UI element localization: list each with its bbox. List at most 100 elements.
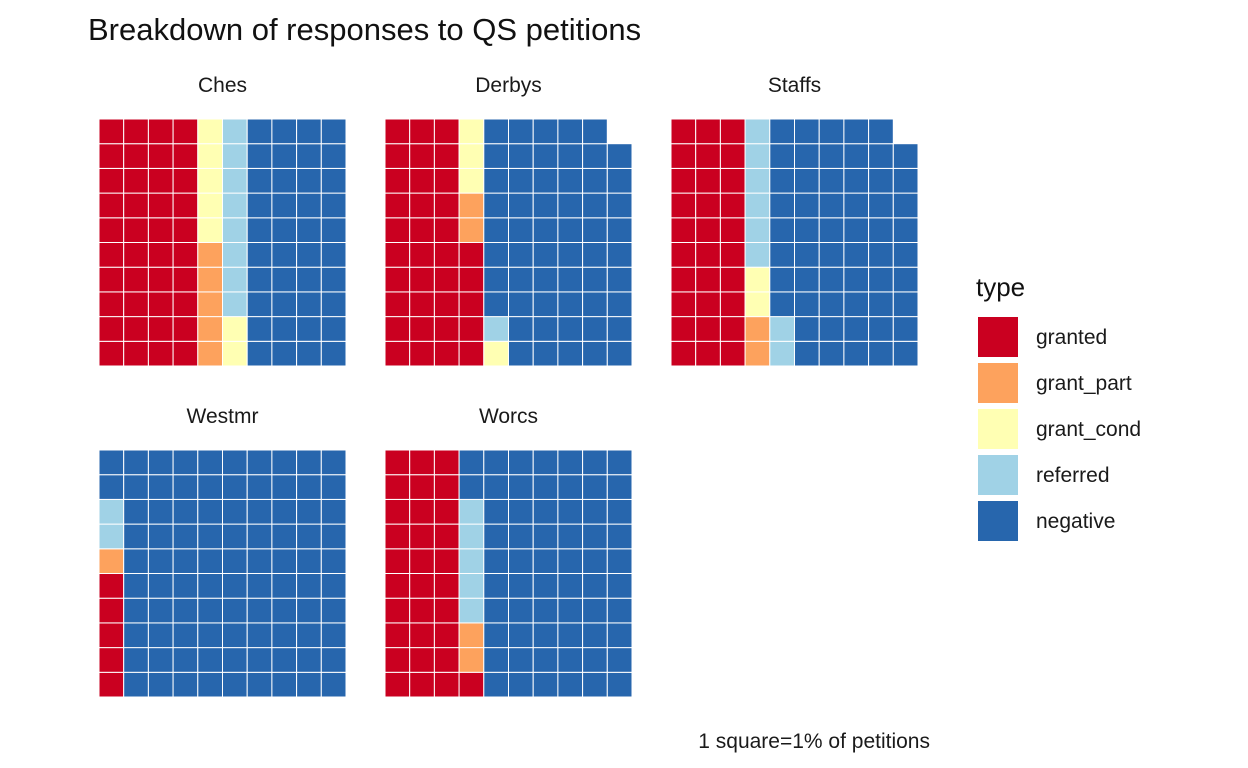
- waffle-square-granted: [172, 143, 199, 169]
- legend-label: negative: [1036, 510, 1115, 533]
- waffle-square-negative: [532, 167, 559, 194]
- waffle-square-granted: [719, 291, 746, 318]
- waffle-square-negative: [794, 340, 820, 367]
- legend-title: type: [976, 272, 1025, 302]
- waffle-square-granted: [123, 291, 149, 318]
- waffle-square-negative: [582, 474, 608, 500]
- waffle-square-negative: [557, 523, 584, 550]
- waffle-square-granted: [719, 242, 746, 268]
- panel-westmr: Westmr: [98, 405, 347, 698]
- waffle-square-granted: [719, 316, 746, 342]
- legend: type granted grant_part grant_cond referred…: [976, 272, 1141, 541]
- waffle-square-negative: [582, 266, 608, 293]
- waffle-square-negative: [483, 647, 509, 673]
- panel-title: Staffs: [768, 74, 821, 97]
- waffle-square-negative: [271, 118, 298, 145]
- waffle-square-negative: [794, 167, 820, 194]
- waffle-square-grant_part: [744, 340, 771, 367]
- waffle-square-negative: [246, 291, 273, 318]
- waffle-square-negative: [172, 548, 199, 574]
- waffle-square-granted: [433, 242, 460, 268]
- waffle-square-negative: [483, 167, 509, 194]
- waffle-square-grant_cond: [458, 167, 485, 194]
- waffle-square-granted: [670, 340, 697, 367]
- waffle-square-negative: [532, 573, 559, 599]
- waffle-square-granted: [409, 167, 435, 194]
- waffle-square-negative: [296, 143, 322, 169]
- waffle-square-negative: [271, 498, 298, 525]
- waffle-square-negative: [769, 192, 795, 219]
- waffle-square-granted: [409, 217, 435, 244]
- legend-items: granted grant_part grant_cond referred negat…: [978, 317, 1141, 541]
- waffle-square-negative: [508, 474, 534, 500]
- waffle-square-grant_part: [98, 548, 125, 574]
- waffle-square-negative: [557, 316, 584, 342]
- waffle-square-negative: [582, 573, 608, 599]
- waffle-square-negative: [769, 291, 795, 318]
- waffle-square-granted: [458, 671, 485, 698]
- waffle-square-granted: [433, 143, 460, 169]
- waffle-square-negative: [582, 291, 608, 318]
- waffle-square-granted: [409, 647, 435, 673]
- waffle-square-granted: [98, 291, 125, 318]
- waffle-square-negative: [320, 266, 347, 293]
- waffle-square-negative: [246, 647, 273, 673]
- legend-item-referred: referred: [978, 455, 1110, 495]
- waffle-square-negative: [246, 167, 273, 194]
- waffle-square-negative: [246, 143, 273, 169]
- waffle-square-referred: [458, 548, 485, 574]
- waffle-square-negative: [508, 192, 534, 219]
- waffle-square-negative: [582, 622, 608, 649]
- waffle-square-granted: [719, 118, 746, 145]
- waffle-square-negative: [296, 118, 322, 145]
- waffle-square-granted: [384, 167, 411, 194]
- waffle-square-negative: [147, 474, 174, 500]
- waffle-square-negative: [794, 192, 820, 219]
- waffle-square-granted: [719, 340, 746, 367]
- waffle-square-granted: [98, 192, 125, 219]
- waffle-square-negative: [197, 573, 224, 599]
- waffle-square-negative: [532, 118, 559, 145]
- waffle-square-negative: [123, 449, 149, 476]
- chart-caption: 1 square=1% of petitions: [698, 730, 930, 753]
- waffle-square-referred: [458, 597, 485, 624]
- waffle-square-negative: [246, 523, 273, 550]
- waffle-square-negative: [271, 474, 298, 500]
- waffle-square-negative: [892, 143, 919, 169]
- waffle-square-granted: [147, 167, 174, 194]
- waffle-square-negative: [532, 242, 559, 268]
- waffle-square-granted: [98, 143, 125, 169]
- waffle-square-negative: [296, 242, 322, 268]
- waffle-square-negative: [197, 597, 224, 624]
- waffle-square-granted: [172, 217, 199, 244]
- waffle-square-negative: [246, 217, 273, 244]
- waffle-square-granted: [670, 143, 697, 169]
- waffle-square-referred: [222, 192, 248, 219]
- waffle-square-negative: [606, 217, 633, 244]
- waffle-square-negative: [843, 143, 870, 169]
- waffle-square-referred: [458, 523, 485, 550]
- waffle-square-negative: [843, 266, 870, 293]
- waffle-square-grant_cond: [483, 340, 509, 367]
- waffle-square-referred: [769, 316, 795, 342]
- waffle-square-negative: [868, 217, 894, 244]
- waffle-square-negative: [483, 671, 509, 698]
- waffle-square-negative: [818, 340, 845, 367]
- waffle-square-negative: [892, 316, 919, 342]
- waffle-square-negative: [172, 449, 199, 476]
- waffle-square-granted: [409, 291, 435, 318]
- waffle-square-negative: [296, 266, 322, 293]
- waffle-square-negative: [246, 622, 273, 649]
- waffle-square-negative: [843, 217, 870, 244]
- waffle-square-negative: [606, 242, 633, 268]
- waffle-square-negative: [320, 523, 347, 550]
- waffle-square-negative: [320, 548, 347, 574]
- waffle-square-granted: [98, 671, 125, 698]
- waffle-square-granted: [98, 573, 125, 599]
- waffle-square-negative: [147, 597, 174, 624]
- waffle-square-negative: [508, 242, 534, 268]
- waffle-square-negative: [172, 597, 199, 624]
- waffle-square-referred: [458, 498, 485, 525]
- waffle-square-granted: [719, 217, 746, 244]
- waffle-square-granted: [433, 671, 460, 698]
